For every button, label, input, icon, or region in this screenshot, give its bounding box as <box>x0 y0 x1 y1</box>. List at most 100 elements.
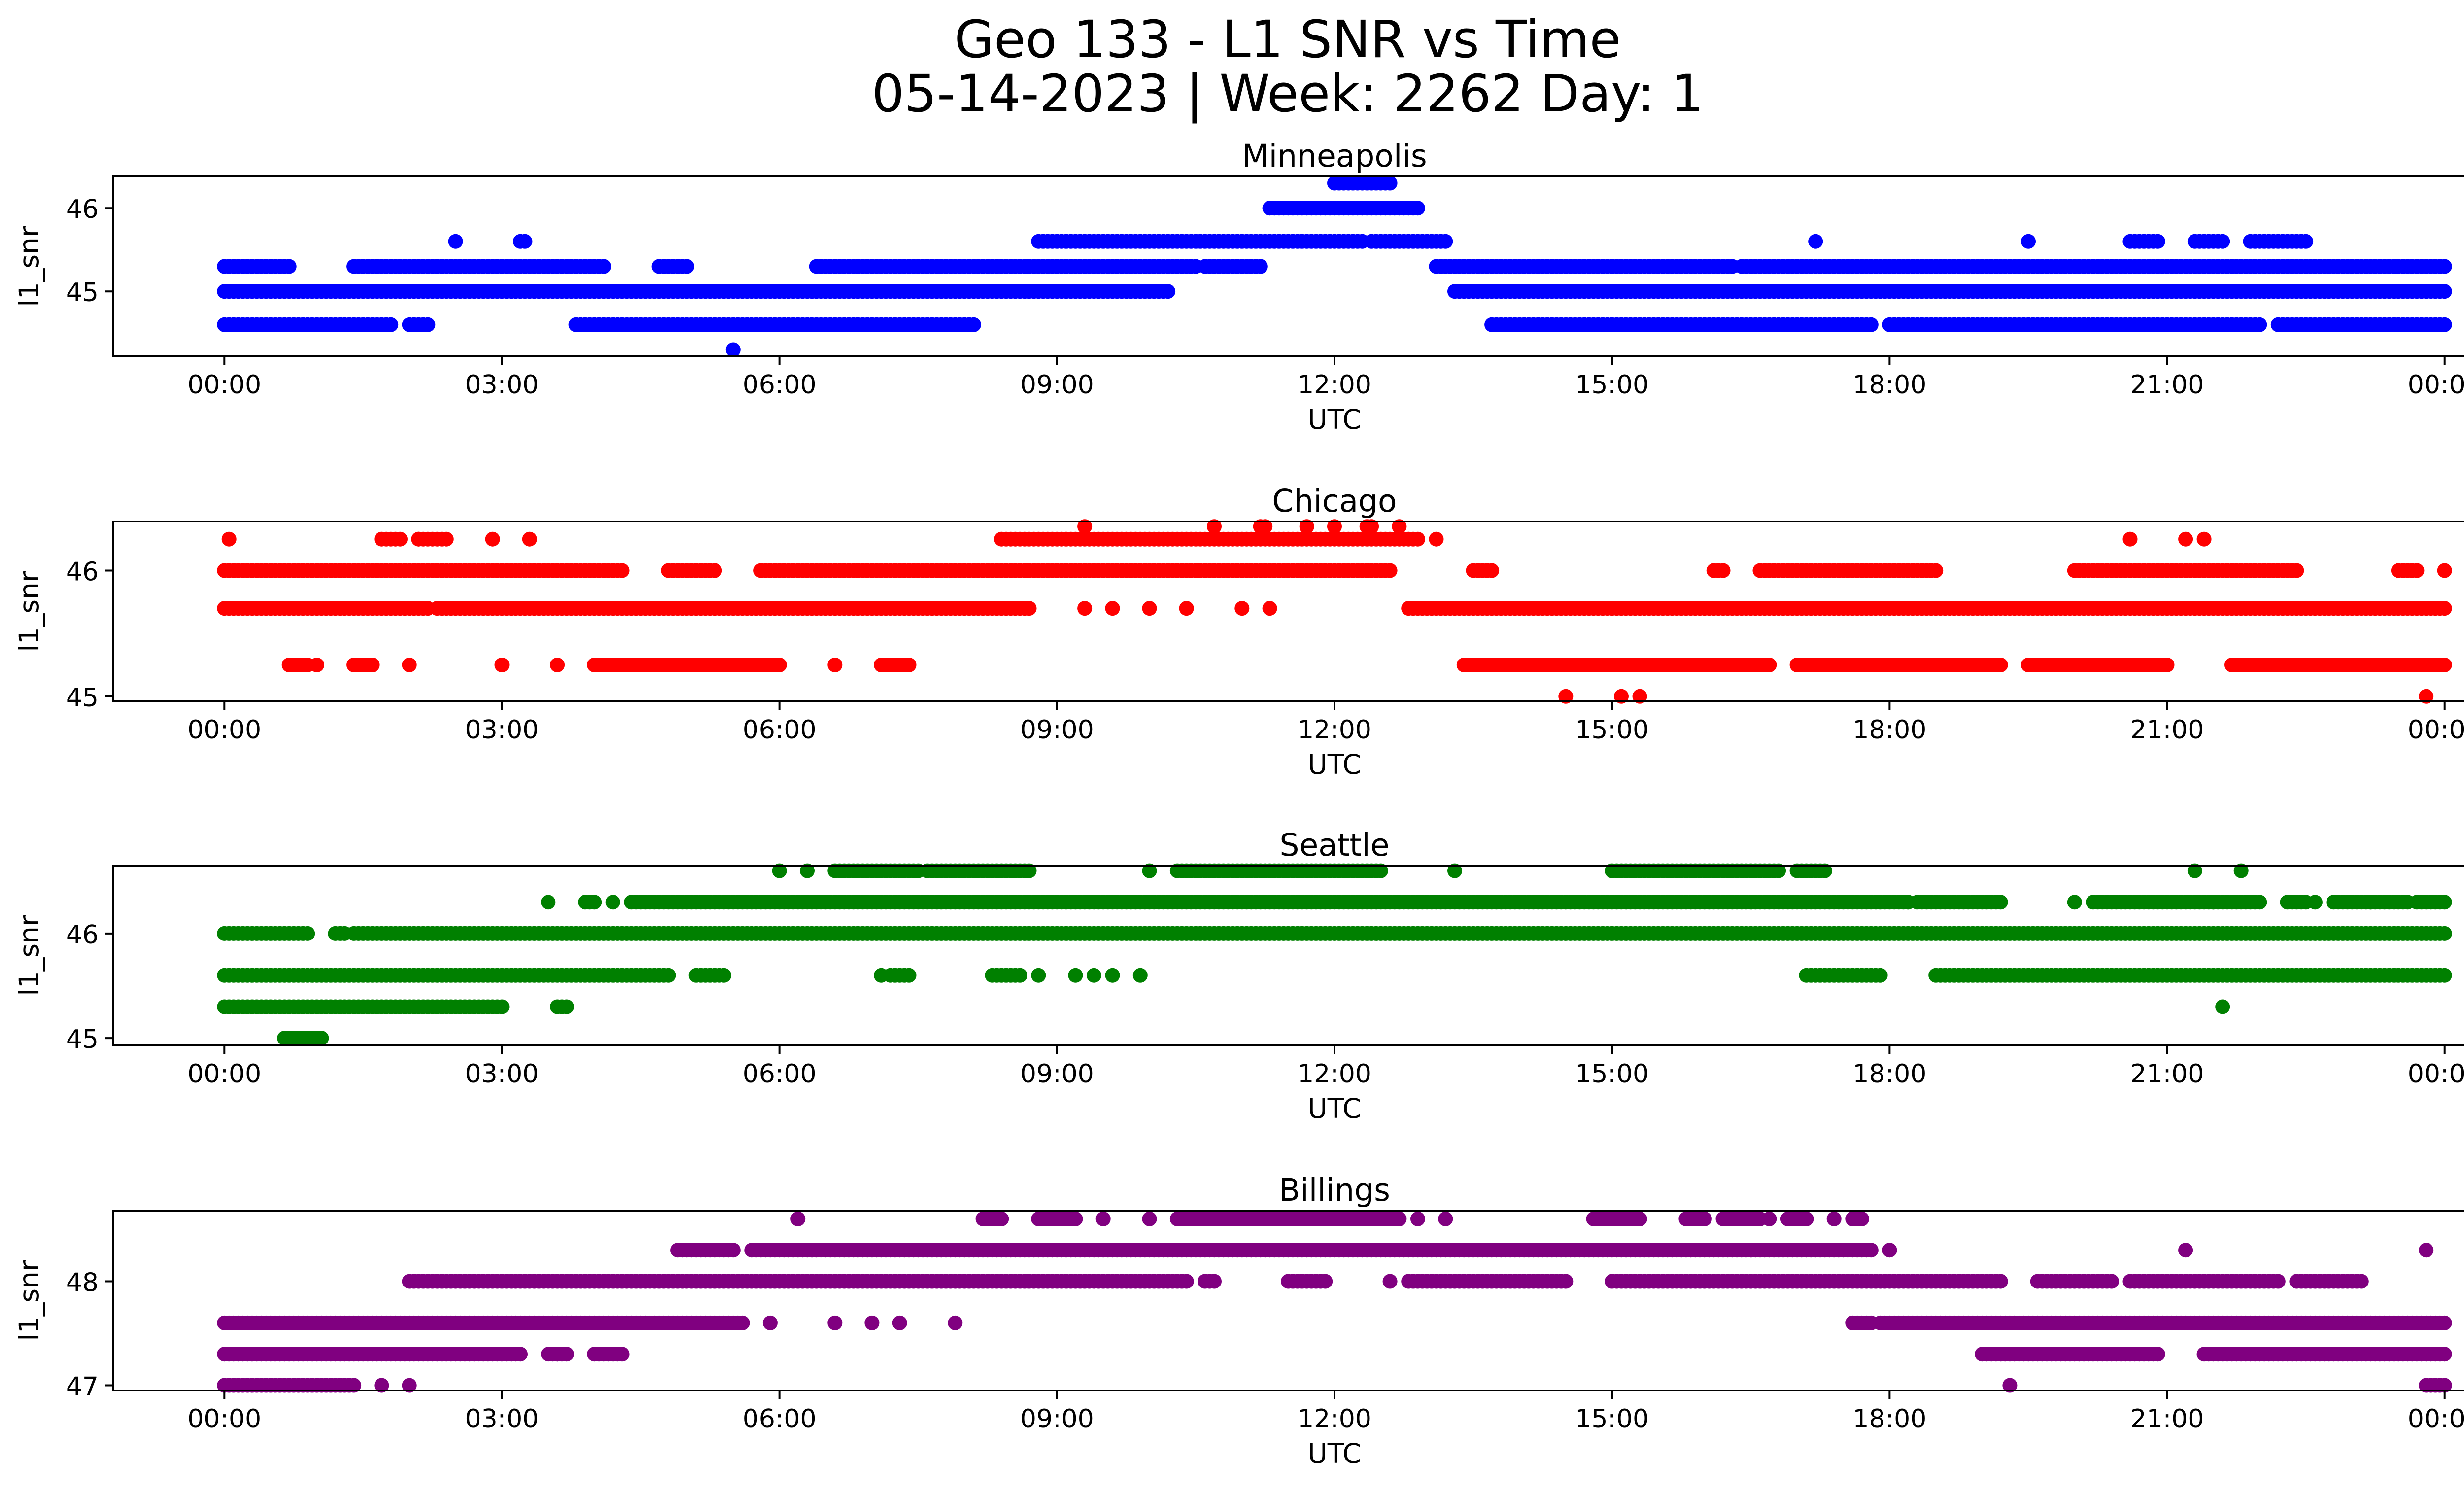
x-tick-label: 00:00 <box>187 370 261 400</box>
x-tick-label: 18:00 <box>1852 1059 1926 1089</box>
x-tick-label: 15:00 <box>1575 1059 1649 1089</box>
data-point <box>827 658 843 672</box>
axes-frame <box>112 865 2464 1046</box>
data-point <box>314 1031 329 1046</box>
data-point <box>2289 563 2304 578</box>
data-point <box>827 1315 843 1330</box>
x-tick-label: 21:00 <box>2130 370 2204 400</box>
data-point <box>2233 863 2249 878</box>
data-point <box>393 531 408 547</box>
y-tick-label: 45 <box>66 278 99 308</box>
data-point <box>281 259 297 274</box>
data-point <box>725 342 741 357</box>
x-tick-label: 00:00 <box>187 715 261 745</box>
data-point <box>1438 1211 1453 1226</box>
data-point <box>1105 968 1120 983</box>
data-point <box>1258 519 1273 534</box>
figure-subtitle: 05-14-2023 | Week: 2262 Day: 1 <box>871 64 1704 124</box>
data-point <box>300 658 315 672</box>
data-point <box>1697 1211 1712 1226</box>
data-point <box>1142 1211 1157 1226</box>
data-point <box>2437 259 2452 274</box>
data-point <box>2067 895 2082 910</box>
data-point <box>1012 968 1027 983</box>
data-point <box>402 1378 417 1393</box>
data-point <box>1207 519 1222 534</box>
data-point <box>1873 968 1888 983</box>
x-axis-label: UTC <box>1307 749 1361 780</box>
data-point <box>1863 1243 1879 1258</box>
data-point <box>1132 968 1148 983</box>
data-point <box>2150 234 2165 249</box>
data-point <box>717 968 731 983</box>
data-point <box>1863 317 1879 332</box>
data-point <box>1993 895 2008 910</box>
data-point <box>1410 1211 1425 1226</box>
data-point <box>1022 863 1037 878</box>
data-point <box>587 895 602 910</box>
data-point <box>2178 531 2193 547</box>
data-point <box>1715 563 1731 578</box>
x-tick-label: 06:00 <box>743 370 817 400</box>
x-tick-label: 03:00 <box>465 715 539 745</box>
data-point <box>402 658 417 672</box>
data-point <box>1364 519 1379 534</box>
data-point <box>762 1315 778 1330</box>
data-point <box>1614 689 1629 704</box>
data-point <box>1382 1274 1398 1289</box>
data-point <box>2419 1243 2434 1258</box>
data-point <box>605 895 620 910</box>
data-point <box>948 1315 963 1330</box>
data-point <box>300 926 315 941</box>
data-point <box>1234 601 1250 616</box>
data-point <box>1993 1274 2008 1289</box>
data-point <box>2409 563 2425 578</box>
figure-title: Geo 133 - L1 SNR vs Time <box>954 9 1621 70</box>
data-points <box>217 519 2452 704</box>
panel-title: Billings <box>1279 1172 1390 1208</box>
data-point <box>2437 563 2452 578</box>
data-point <box>2159 658 2175 672</box>
data-point <box>615 563 630 578</box>
data-point <box>1382 175 1398 191</box>
data-point <box>485 531 500 547</box>
data-point <box>2122 531 2138 547</box>
data-point <box>1086 968 1101 983</box>
data-points <box>217 175 2452 357</box>
x-tick-label: 21:00 <box>2130 715 2204 745</box>
x-tick-label: 03:00 <box>465 1059 539 1089</box>
data-point <box>1632 1211 1647 1226</box>
x-tick-label: 15:00 <box>1575 370 1649 400</box>
x-tick-label: 00:00 <box>2408 715 2464 745</box>
data-point <box>2437 601 2452 616</box>
data-point <box>2150 1347 2165 1362</box>
data-point <box>1928 563 1944 578</box>
data-point <box>1179 1274 1194 1289</box>
data-point <box>1392 519 1407 534</box>
data-point <box>2252 895 2267 910</box>
data-point <box>901 658 917 672</box>
data-points <box>217 863 2452 1046</box>
x-tick-label: 12:00 <box>1298 370 1371 400</box>
data-point <box>2215 999 2230 1014</box>
data-point <box>1826 1211 1842 1226</box>
data-point <box>1762 658 1777 672</box>
data-point <box>2215 234 2230 249</box>
data-point <box>2002 1378 2018 1393</box>
data-point <box>1752 1211 1768 1226</box>
data-point <box>2021 234 2036 249</box>
data-point <box>1253 259 1268 274</box>
data-point <box>374 1378 389 1393</box>
data-point <box>2298 895 2314 910</box>
y-axis-label: l1_snr <box>13 571 45 652</box>
data-point <box>2187 863 2202 878</box>
data-point <box>383 317 399 332</box>
data-point <box>772 658 787 672</box>
x-tick-label: 18:00 <box>1852 715 1926 745</box>
data-point <box>1993 658 2008 672</box>
x-tick-label: 00:00 <box>187 1059 261 1089</box>
x-tick-label: 00:00 <box>2408 1059 2464 1089</box>
data-point <box>494 999 510 1014</box>
data-point <box>346 1378 362 1393</box>
